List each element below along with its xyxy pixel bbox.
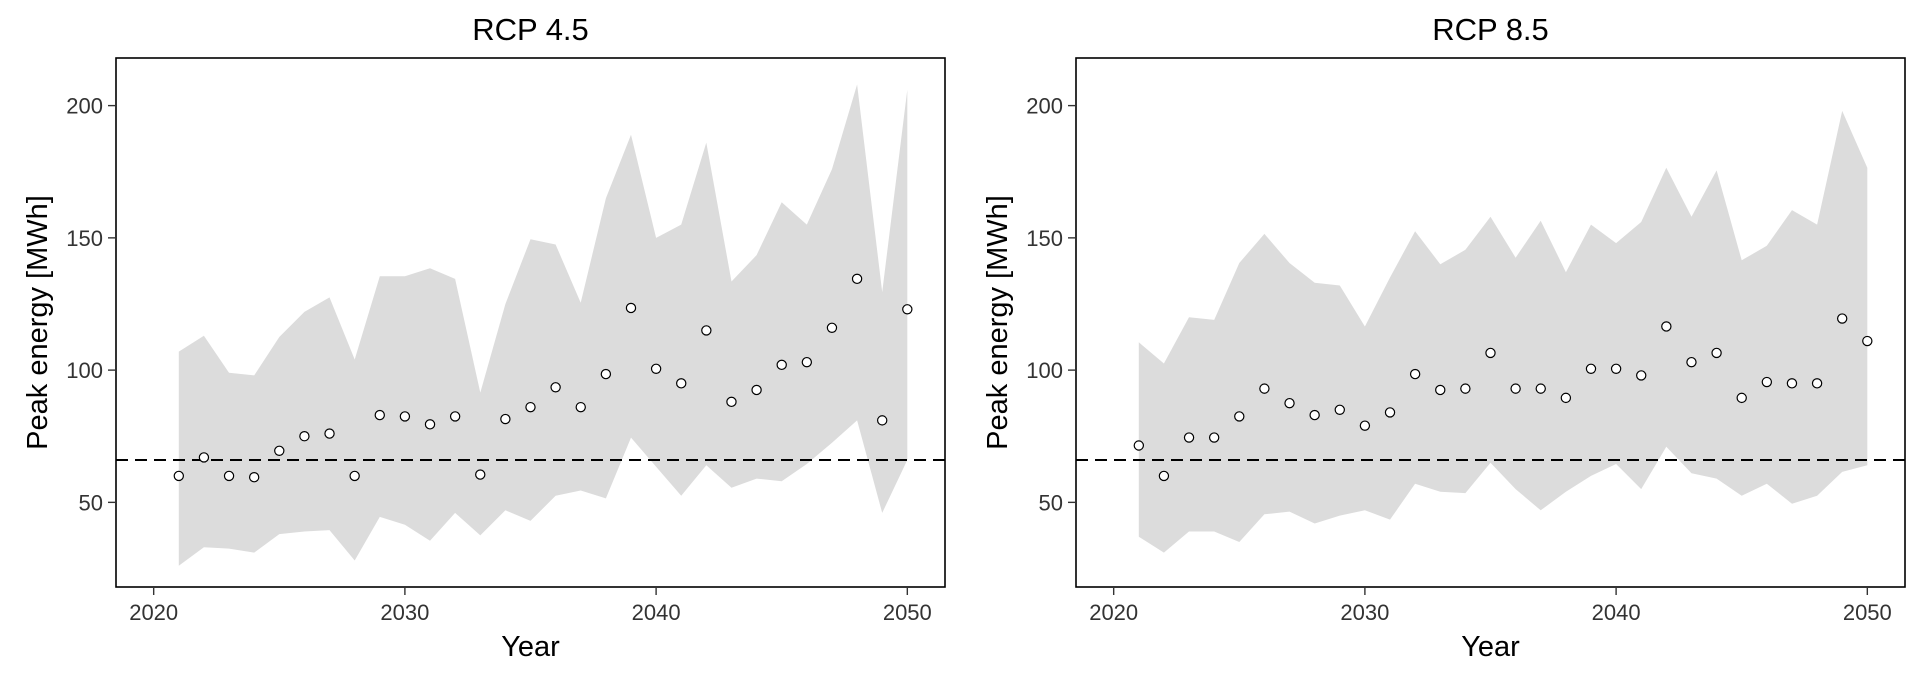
data-point [1460,383,1471,394]
uncertainty-band [178,84,908,566]
data-point [1284,397,1295,409]
data-point [1585,363,1597,374]
data-point [1158,470,1170,482]
data-point [1811,378,1823,389]
data-point [826,322,838,333]
data-point [676,378,687,389]
data-point [1133,440,1145,451]
x-tick-label: 2020 [1089,600,1138,625]
y-tick-label: 150 [66,226,103,251]
y-tick-label: 50 [1039,490,1063,515]
chart-panel-1: 2020 2030 2040 2050 50 100 150 200 RCP 4.5 Year Pe… [22,12,946,663]
data-point [575,401,586,413]
chart-title: RCP 8.5 [1432,12,1549,47]
chart-panel-2: 2020 2030 2040 2050 50 100 150 200 RCP 8.5 Year Pe… [982,12,1906,663]
uncertainty-band [1138,110,1868,553]
data-point [1560,392,1572,404]
y-axis-title: Peak energy [MWh] [22,195,54,450]
plot-frame [1075,57,1906,588]
data-point [625,302,637,314]
data-point [1234,411,1245,422]
data-point [1384,407,1396,418]
data-point [424,419,436,430]
plot-frame [115,57,946,588]
data-point [274,445,285,456]
y-tick-label: 50 [79,490,103,515]
data-point [1862,335,1873,347]
x-tick-label: 2040 [1592,600,1641,625]
data-point [701,325,712,336]
data-point [1736,392,1747,404]
data-point [902,304,913,315]
data-point [1409,368,1421,380]
data-point [1535,383,1546,394]
data-point [851,273,863,285]
data-point [1610,363,1622,374]
data-point [324,428,335,439]
data-point [550,382,561,393]
data-point [1786,378,1798,389]
data-point [399,411,411,422]
data-point [1836,313,1848,324]
data-point [223,470,235,482]
data-point [1686,356,1697,368]
x-tick-label: 2040 [632,600,681,625]
data-point [1485,347,1496,359]
data-point [1761,376,1773,388]
y-tick-label: 200 [66,94,103,119]
x-axis-title: Year [501,631,560,663]
data-point [349,470,360,482]
x-tick-label: 2030 [1340,600,1389,625]
y-axis-title: Peak energy [MWh] [982,195,1014,450]
data-point [248,472,260,483]
data-point [500,413,511,425]
y-tick-label: 100 [66,358,103,383]
x-tick-label: 2050 [883,600,932,625]
data-point [801,356,813,368]
data-point [1711,347,1722,359]
data-point [1183,432,1195,443]
data-point [600,368,612,380]
data-point [1334,404,1345,415]
chart-title: RCP 4.5 [472,12,589,47]
data-point [726,396,737,408]
x-tick-label: 2050 [1843,600,1892,625]
data-point [1435,384,1446,396]
x-tick-label: 2030 [380,600,429,625]
data-point [198,452,210,463]
data-point [776,359,787,371]
x-tick-label: 2020 [129,600,178,625]
data-point [449,411,461,422]
data-point [751,384,762,396]
data-point [475,469,486,480]
y-tick-label: 100 [1026,358,1063,383]
data-point [1510,383,1521,394]
data-point [173,470,185,482]
data-point [299,431,310,442]
data-point [1208,432,1220,443]
y-tick-label: 150 [1026,226,1063,251]
y-tick-label: 200 [1026,94,1063,119]
data-point [1259,383,1270,394]
data-point [525,401,536,413]
data-point [374,409,385,421]
data-point [1661,321,1672,332]
data-point [1359,420,1371,431]
x-axis-title: Year [1461,631,1520,663]
data-point [650,363,662,374]
data-point [876,415,888,426]
data-point [1636,370,1647,381]
data-point [1309,409,1320,421]
